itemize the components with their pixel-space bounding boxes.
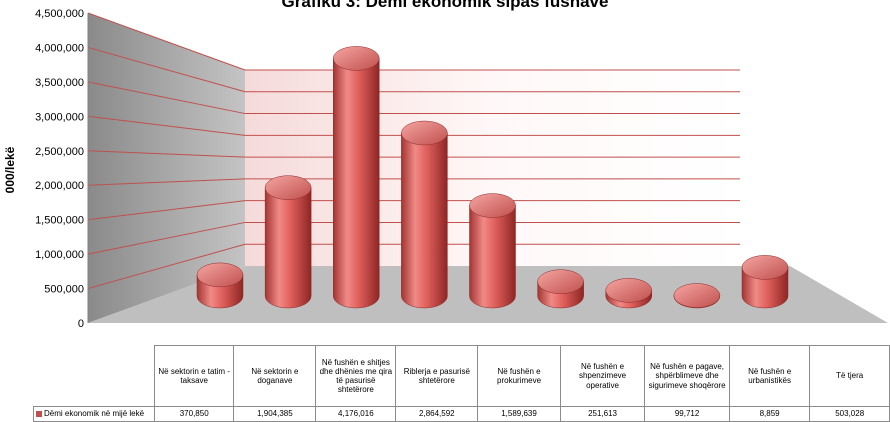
gridline-side xyxy=(87,178,246,186)
gridline-side xyxy=(87,12,246,71)
y-tick-label: 2,500,000 xyxy=(35,146,84,158)
gridline-side xyxy=(87,150,246,158)
table-cell: 4,176,016 xyxy=(315,406,397,422)
table-header-cell: Të tjera xyxy=(809,345,890,407)
y-tick-label: 1,000,000 xyxy=(35,249,84,261)
gridline-side xyxy=(87,221,246,255)
table-cell: 99,712 xyxy=(644,406,730,422)
bar xyxy=(333,46,380,309)
bar xyxy=(196,262,244,309)
chart-plot: 0 500,000 1,000,000 1,500,000 2,000,000 2,500… xyxy=(3,8,888,330)
bar xyxy=(469,193,516,309)
gridline-side xyxy=(87,46,246,93)
chart-title: Grafiku 3: Dëmi ekonomik sipas fushave xyxy=(281,0,609,11)
y-tick-label: 3,500,000 xyxy=(35,77,84,89)
y-axis-label: 000/lekë xyxy=(3,146,17,193)
y-tick-label: 1,500,000 xyxy=(35,215,84,227)
table-header-cell: Në sektorin e doganave xyxy=(233,345,317,407)
series-name: Dëmi ekonomik në mijë lekë xyxy=(44,409,145,419)
bar xyxy=(401,120,448,309)
gridline-side xyxy=(87,81,246,115)
y-tick-label: 2,000,000 xyxy=(35,180,84,192)
gridline-side xyxy=(87,200,246,221)
table-header-cell: Në fushën e shpenzimeve operative xyxy=(559,345,646,407)
table-cell: 251,613 xyxy=(559,406,646,422)
legend-swatch xyxy=(36,411,42,418)
table-row: Dëmi ekonomik në mijë lekë 370,850 1,904,… xyxy=(33,406,890,422)
table-cell: 2,864,592 xyxy=(395,406,479,422)
table-cell: 503,028 xyxy=(809,406,890,422)
table-corner-cell xyxy=(33,345,155,407)
y-tick-label: 3,000,000 xyxy=(35,111,84,123)
series-label-cell: Dëmi ekonomik në mijë lekë xyxy=(33,406,155,422)
bar xyxy=(673,283,721,309)
table-cell: 1,589,639 xyxy=(477,406,561,422)
bar xyxy=(605,278,652,309)
table-header-cell: Në sektorin e tatim - taksave xyxy=(153,345,235,407)
data-table: Në sektorin e tatim - taksave Në sektorin… xyxy=(33,345,890,422)
gridline-side xyxy=(87,115,246,136)
table-cell: 370,850 xyxy=(153,406,235,422)
y-tick-label: 0 xyxy=(78,318,84,330)
table-cell: 1,904,385 xyxy=(233,406,317,422)
y-tick-label: 4,500,000 xyxy=(35,8,84,20)
bar xyxy=(741,255,789,309)
bar xyxy=(264,175,312,309)
side-wall xyxy=(88,13,245,323)
table-header-cell: Në fushën e urbanistikës xyxy=(728,345,811,407)
y-tick-label: 4,000,000 xyxy=(35,42,84,54)
table-cell: 8,859 xyxy=(728,406,811,422)
gridline-side xyxy=(87,243,246,290)
y-tick-label: 500,000 xyxy=(44,284,84,296)
table-header-cell: Në fushën e prokurimeve xyxy=(477,345,561,407)
table-header-cell: Në fushën e pagave, shpërblimeve dhe sig… xyxy=(644,345,730,407)
table-header-cell: Në fushën e shitjes dhe dhënies me qira … xyxy=(315,345,397,407)
table-header-cell: Riblerja e pasurisë shtetërore xyxy=(395,345,479,407)
bar xyxy=(537,269,584,309)
table-header-row: Në sektorin e tatim - taksave Në sektorin… xyxy=(33,345,890,407)
